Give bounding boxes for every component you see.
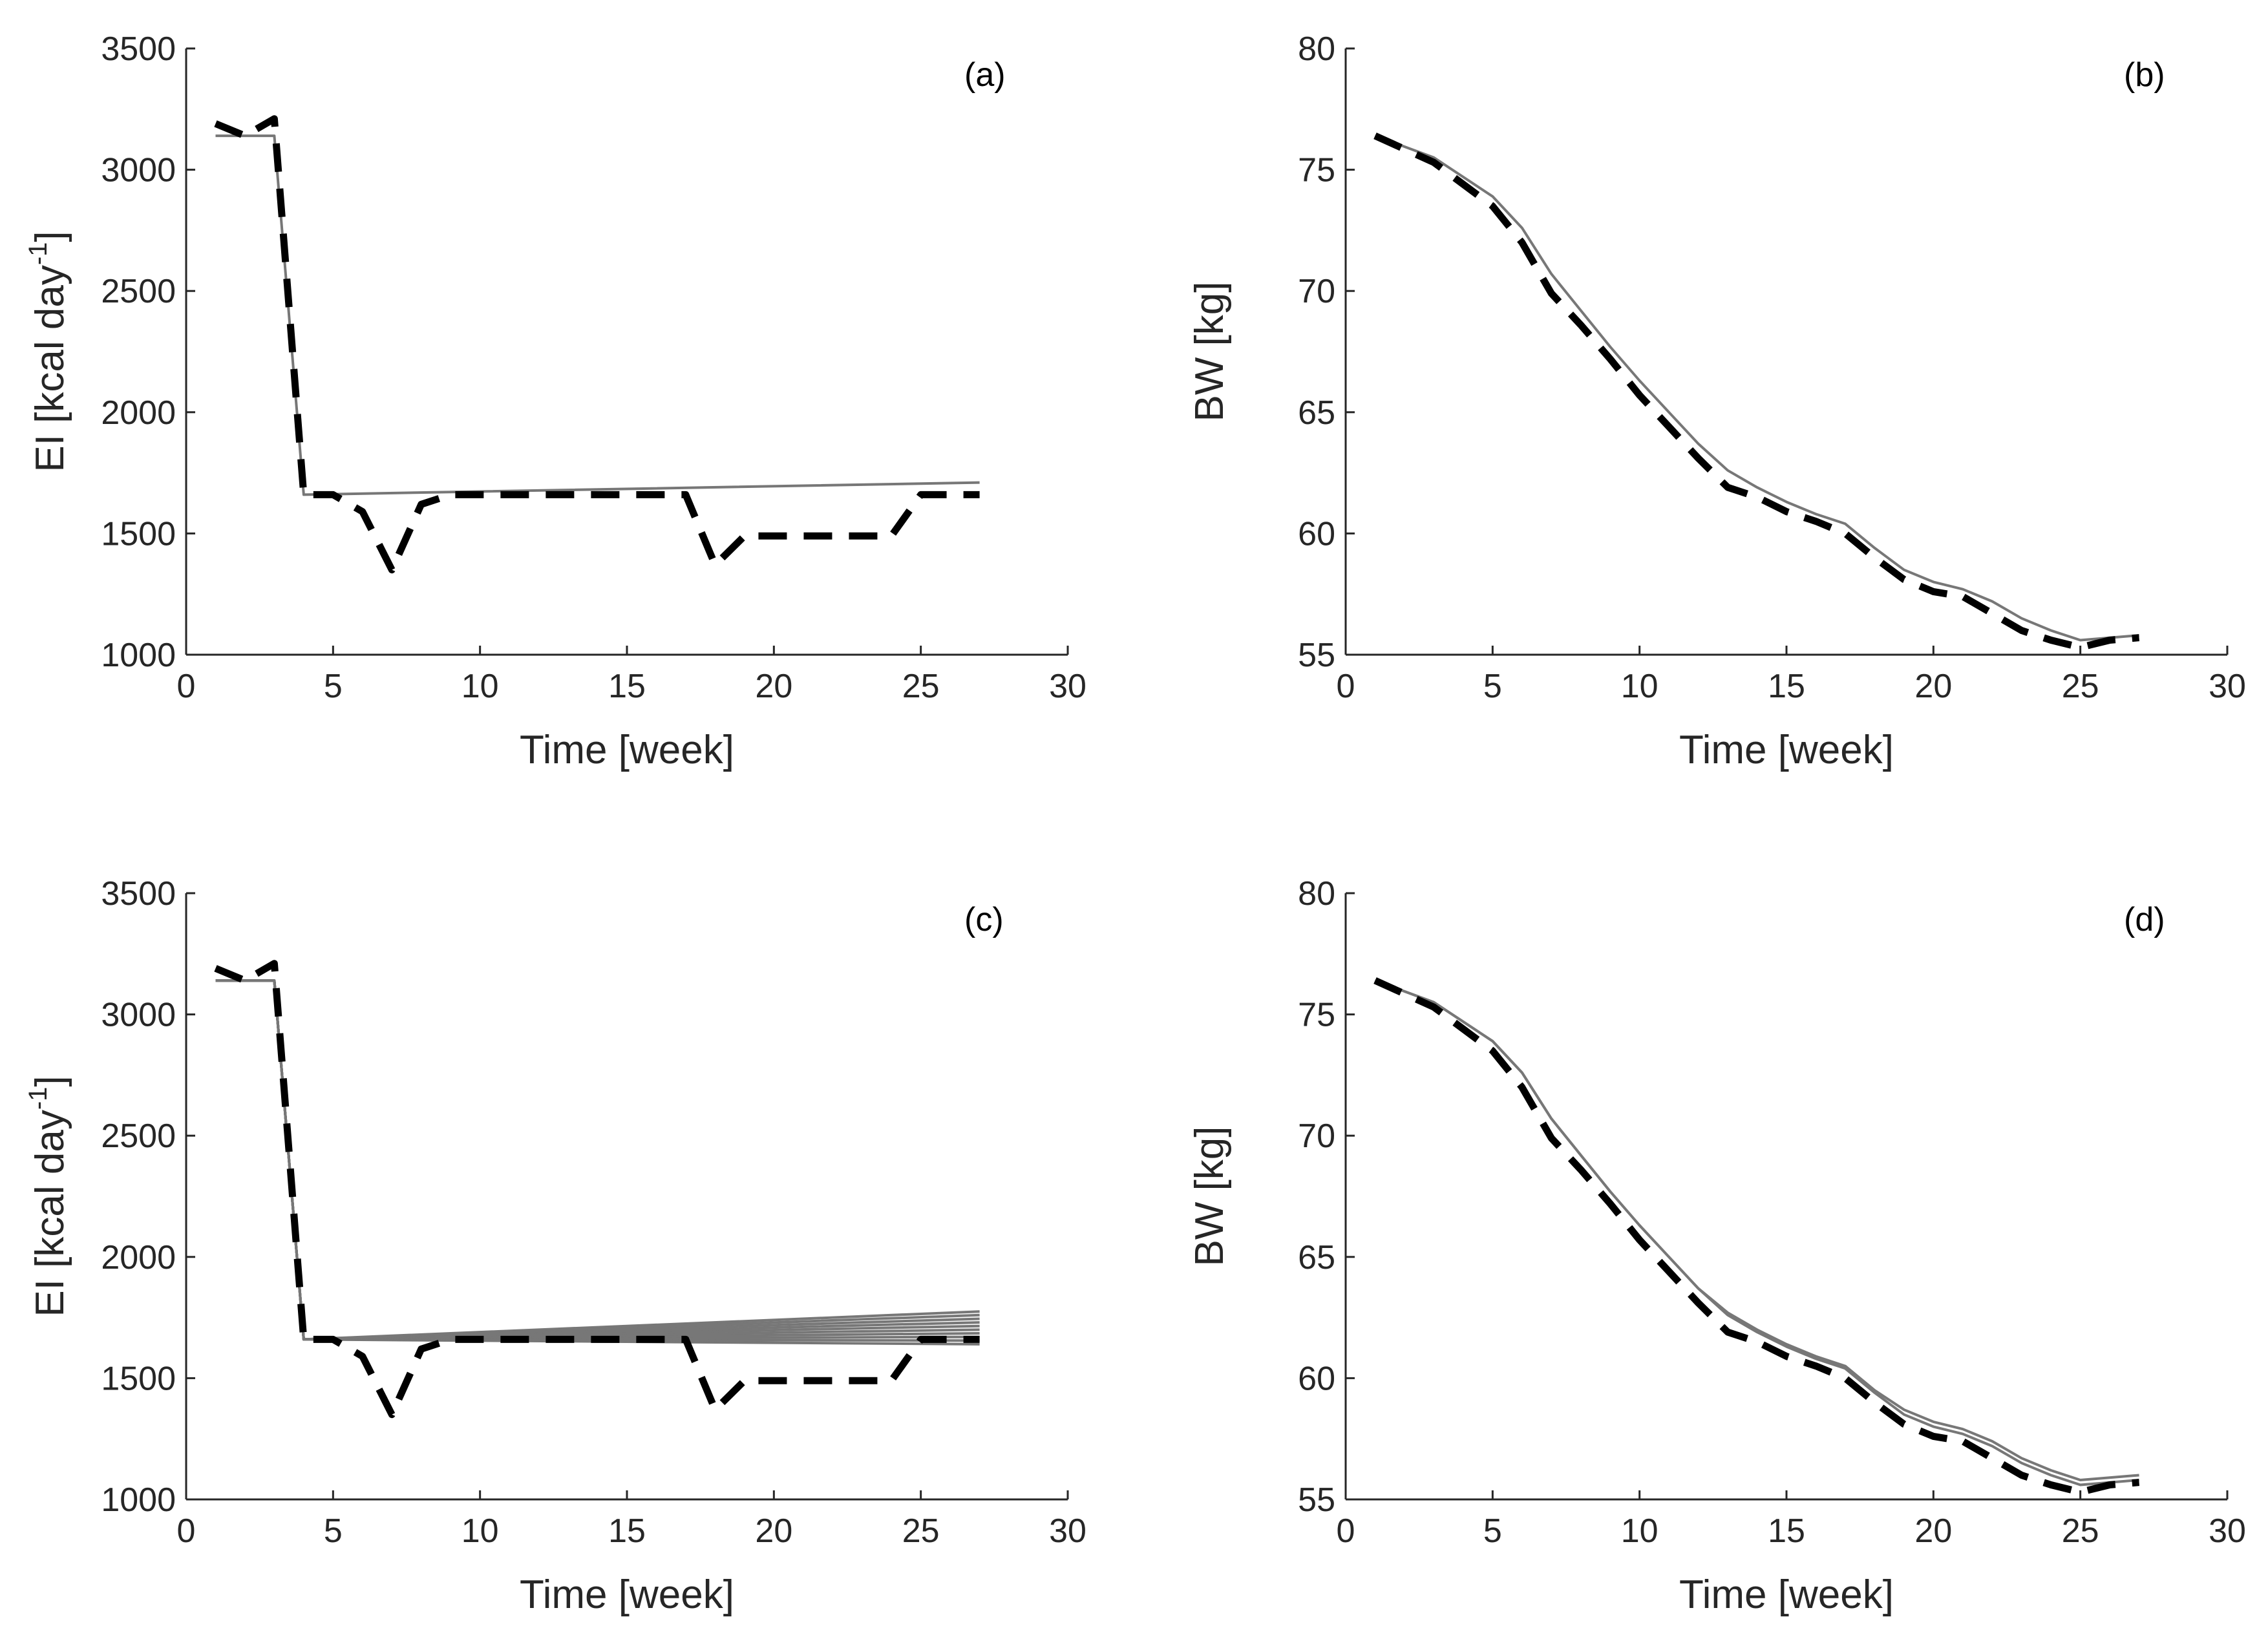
- panel-label: (d): [2124, 901, 2165, 938]
- y-axis-label-close: ]: [28, 1075, 72, 1086]
- x-tick-label: 5: [324, 668, 343, 705]
- x-tick-label: 25: [2062, 1512, 2099, 1550]
- y-axis-label: BW [kg]: [1187, 1126, 1232, 1266]
- x-tick-label: 20: [1914, 1512, 1952, 1550]
- panel-label: (c): [964, 901, 1004, 938]
- series-line-model-4: [215, 979, 980, 1341]
- x-axis-label: Time [week]: [520, 728, 734, 772]
- x-tick-label: 30: [1049, 1512, 1086, 1550]
- x-tick-label: 15: [608, 668, 646, 705]
- series-line-observed: [214, 115, 980, 574]
- y-tick-label: 70: [1298, 273, 1335, 310]
- x-axis-label: Time [week]: [520, 1572, 734, 1617]
- y-tick-label: 2500: [101, 1117, 176, 1155]
- y-axis-label-superscript: -1: [24, 242, 52, 266]
- y-tick-label: 3000: [101, 152, 176, 189]
- x-tick-label: 25: [2062, 668, 2099, 705]
- x-tick-label: 0: [177, 1512, 196, 1550]
- x-tick-label: 10: [461, 1512, 499, 1550]
- y-tick-label: 55: [1298, 637, 1335, 674]
- y-tick-label: 3500: [101, 30, 176, 68]
- x-axis-label: Time [week]: [1679, 728, 1894, 772]
- series-line-model-9: [215, 979, 980, 1341]
- series-line-model-1: [215, 979, 980, 1346]
- series-line-model-6: [215, 979, 980, 1341]
- series-line-model-3: [215, 979, 980, 1341]
- x-tick-label: 0: [177, 668, 196, 705]
- x-tick-label: 25: [902, 668, 940, 705]
- y-axis-label-close: ]: [28, 231, 72, 242]
- x-tick-label: 15: [608, 1512, 646, 1550]
- series-line-model-10: [215, 979, 980, 1341]
- y-axis-label-main: BW [kg]: [1187, 281, 1232, 421]
- y-tick-label: 3500: [101, 875, 176, 913]
- y-tick-label: 1000: [101, 1481, 176, 1519]
- x-tick-label: 30: [2209, 1512, 2246, 1550]
- y-tick-label: 1500: [101, 515, 176, 553]
- y-axis-label: BW [kg]: [1187, 281, 1232, 421]
- y-axis-label: EI [kcal day-1]: [24, 1075, 72, 1317]
- panel-label: (a): [964, 56, 1006, 94]
- series-line-model-5: [215, 979, 980, 1341]
- y-tick-label: 2000: [101, 1239, 176, 1276]
- y-axis-label-main: BW [kg]: [1187, 1126, 1232, 1266]
- x-tick-label: 20: [755, 1512, 792, 1550]
- y-tick-label: 70: [1298, 1117, 1335, 1155]
- panel-b: 0 5 10 15 20 25 30 55 60 65 70 75 80 (b) Time [week] BW…: [1187, 30, 2246, 772]
- x-tick-label: 5: [324, 1512, 343, 1550]
- panel-label: (b): [2124, 56, 2165, 94]
- series-line-observed: [1373, 977, 2140, 1496]
- y-tick-label: 2500: [101, 273, 176, 310]
- y-tick-label: 60: [1298, 1360, 1335, 1397]
- x-tick-label: 30: [1049, 668, 1086, 705]
- y-tick-label: 80: [1298, 30, 1335, 68]
- series-line-model-2: [1374, 979, 2139, 1481]
- series-line-model: [215, 134, 980, 496]
- y-axis-label: EI [kcal day-1]: [24, 231, 72, 472]
- x-tick-label: 10: [1621, 1512, 1659, 1550]
- x-axis-label: Time [week]: [1679, 1572, 1894, 1617]
- x-tick-label: 0: [1337, 668, 1355, 705]
- series-line-observed: [214, 960, 980, 1419]
- y-tick-label: 1000: [101, 637, 176, 674]
- y-axis-label-main: EI [kcal day: [28, 265, 72, 472]
- panel-d: 0 5 10 15 20 25 30 55 60 65 70 75 80 (d) Time [week] BW…: [1187, 875, 2246, 1617]
- x-tick-label: 20: [1914, 668, 1952, 705]
- y-tick-label: 65: [1298, 394, 1335, 432]
- x-tick-label: 10: [1621, 668, 1659, 705]
- x-tick-label: 10: [461, 668, 499, 705]
- y-tick-label: 60: [1298, 515, 1335, 553]
- series-line-model: [1374, 134, 2139, 642]
- y-tick-label: 1500: [101, 1360, 176, 1397]
- y-tick-label: 55: [1298, 1481, 1335, 1519]
- x-tick-label: 15: [1768, 668, 1805, 705]
- y-tick-label: 75: [1298, 997, 1335, 1034]
- y-tick-label: 80: [1298, 875, 1335, 913]
- series-line-model-7: [215, 979, 980, 1341]
- x-tick-label: 15: [1768, 1512, 1805, 1550]
- y-tick-label: 65: [1298, 1239, 1335, 1276]
- series-line-observed: [1373, 132, 2140, 651]
- series-line-model-8: [215, 979, 980, 1341]
- y-tick-label: 2000: [101, 394, 176, 432]
- y-axis-label-superscript: -1: [24, 1087, 52, 1110]
- y-tick-label: 3000: [101, 997, 176, 1034]
- x-tick-label: 20: [755, 668, 792, 705]
- panel-a: 0 5 10 15 20 25 30 1000 1500 2000 2500 3000 3500 (a) T…: [24, 30, 1086, 772]
- x-tick-label: 5: [1483, 1512, 1502, 1550]
- x-tick-label: 25: [902, 1512, 940, 1550]
- x-tick-label: 30: [2209, 668, 2246, 705]
- y-tick-label: 75: [1298, 152, 1335, 189]
- x-tick-label: 0: [1337, 1512, 1355, 1550]
- series-line-model-2: [215, 979, 980, 1342]
- x-tick-label: 5: [1483, 668, 1502, 705]
- panel-c: 0 5 10 15 20 25 30 1000 1500 2000 2500 3000 3500 (c) T…: [24, 875, 1086, 1617]
- series-line-model-1: [1374, 979, 2139, 1486]
- y-axis-label-main: EI [kcal day: [28, 1110, 72, 1317]
